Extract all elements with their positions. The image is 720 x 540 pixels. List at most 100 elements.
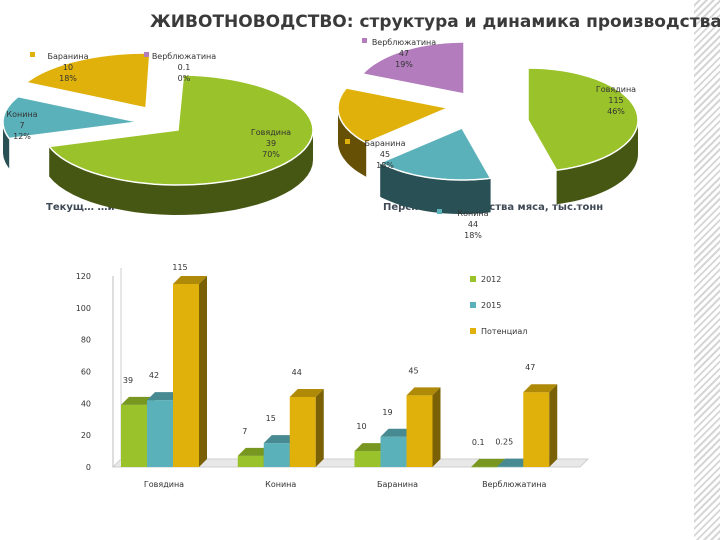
bar-value-label-2-2: 45 bbox=[408, 366, 418, 375]
bar-value-label-3-0: 0.1 bbox=[472, 438, 485, 447]
pie2-slice-3 bbox=[360, 41, 465, 95]
bar-0-0 bbox=[121, 404, 147, 467]
y-tick-label-4: 80 bbox=[81, 336, 91, 345]
bar-value-label-3-2: 47 bbox=[525, 363, 535, 372]
bar-2-2 bbox=[406, 395, 433, 467]
pie2-label-2-1: 45 bbox=[380, 150, 390, 159]
pie1-label-0-2: 70% bbox=[262, 150, 280, 159]
decorative-stripe bbox=[694, 0, 720, 540]
bar-side-1-2 bbox=[315, 388, 324, 467]
y-tick-label-6: 120 bbox=[76, 272, 91, 281]
bar-top-1-2 bbox=[289, 388, 324, 397]
bar-top-1-0 bbox=[237, 447, 272, 456]
bar-3-2 bbox=[523, 392, 550, 467]
pie1-label-2-2: 18% bbox=[59, 74, 77, 83]
pie2-label-0-0: Говядина bbox=[596, 85, 636, 94]
pie1-label-1-0: Конина bbox=[6, 110, 37, 119]
pie1-label-3-1: 0.1 bbox=[178, 63, 191, 72]
pie1-label-1-2: 12% bbox=[13, 132, 31, 141]
bar-value-label-1-1: 15 bbox=[266, 414, 276, 423]
pie2-label-swatch-1 bbox=[437, 209, 442, 214]
bar-2-0 bbox=[354, 451, 381, 467]
bar-top-3-2 bbox=[523, 384, 558, 393]
page-title: ЖИВОТНОВОДСТВО: структура и динамика про… bbox=[150, 12, 720, 32]
bar-top-0-1 bbox=[147, 392, 181, 401]
pie1-slice-2 bbox=[24, 52, 151, 109]
bar-value-label-1-0: 7 bbox=[242, 427, 247, 436]
bar-value-label-0-1: 42 bbox=[149, 371, 159, 380]
bar-top-0-0 bbox=[121, 396, 155, 405]
bar-value-label-0-0: 39 bbox=[123, 376, 133, 385]
bar-1-2 bbox=[289, 396, 316, 467]
bar-3-1 bbox=[497, 466, 524, 468]
bar-top-3-0 bbox=[471, 458, 506, 467]
pie1-slice-1 bbox=[2, 95, 139, 140]
pie2-label-1-2: 18% bbox=[464, 231, 482, 240]
pie1-label-3-0: Верблюжатина bbox=[152, 52, 216, 61]
pie2-label-1-1: 44 bbox=[468, 220, 478, 229]
pie2-label-3-2: 19% bbox=[395, 60, 413, 69]
bar-top-2-2 bbox=[406, 387, 441, 396]
legend-label-0: 2012 bbox=[481, 275, 501, 284]
pie2-side-2-0 bbox=[338, 108, 367, 177]
pie1-label-2-1: 10 bbox=[63, 63, 73, 72]
bar-side-0-2 bbox=[199, 275, 207, 467]
bar-value-label-3-1: 0.25 bbox=[495, 438, 513, 447]
x-tick-label-3: Верблюжатина bbox=[482, 480, 546, 489]
legend-label-2: Потенциал bbox=[481, 327, 527, 336]
bar-1-1 bbox=[263, 443, 290, 467]
y-tick-label-2: 40 bbox=[81, 399, 91, 408]
bar-2-1 bbox=[380, 436, 407, 467]
bar-side-2-2 bbox=[432, 387, 441, 467]
pie2-label-3-1: 47 bbox=[399, 49, 409, 58]
pie2-label-0-1: 115 bbox=[608, 96, 623, 105]
pie2-label-3-0: Верблюжатина bbox=[372, 38, 436, 47]
y-tick-label-0: 0 bbox=[86, 463, 91, 472]
bar-1-0 bbox=[237, 455, 264, 467]
pie2-label-0-2: 46% bbox=[607, 107, 625, 116]
pie1-label-3-2: 0% bbox=[178, 74, 191, 83]
pie1-label-0-1: 39 bbox=[266, 139, 276, 148]
pie2-slice-1 bbox=[378, 127, 492, 181]
legend-label-1: 2015 bbox=[481, 301, 501, 310]
bar-value-label-0-2: 115 bbox=[172, 263, 187, 272]
x-tick-label-1: Конина bbox=[265, 480, 296, 489]
bar-top-1-1 bbox=[263, 435, 298, 444]
legend-swatch-1 bbox=[470, 302, 476, 308]
legend-swatch-2 bbox=[470, 328, 476, 334]
bar-0-2 bbox=[173, 283, 199, 467]
x-tick-label-2: Баранина bbox=[377, 480, 418, 489]
bar-top-0-2 bbox=[173, 275, 207, 284]
legend-swatch-0 bbox=[470, 276, 476, 282]
pie2-label-swatch-0 bbox=[586, 85, 591, 90]
bar-value-label-1-2: 44 bbox=[292, 368, 302, 377]
pie2-slice-0 bbox=[527, 67, 639, 172]
bar-3-0 bbox=[471, 466, 498, 468]
bar-value-label-2-1: 19 bbox=[382, 408, 392, 417]
bar-top-2-0 bbox=[354, 443, 389, 452]
pie1-slice-0 bbox=[47, 74, 314, 186]
pie1-label-swatch-0 bbox=[241, 128, 246, 133]
pie1-label-swatch-3 bbox=[144, 52, 149, 57]
pie2-label-swatch-3 bbox=[362, 38, 367, 43]
pie1-slice-3 bbox=[159, 50, 167, 107]
bar-top-3-1 bbox=[497, 458, 532, 467]
pie1-label-2-0: Баранина bbox=[48, 52, 89, 61]
pie2-side-0-0 bbox=[556, 120, 638, 205]
y-tick-label-1: 20 bbox=[81, 431, 91, 440]
pie2-label-1-0: Конина bbox=[457, 209, 488, 218]
pie1-side-1-0 bbox=[3, 122, 10, 169]
y-tick-label-5: 100 bbox=[76, 304, 91, 313]
bar-side-3-2 bbox=[549, 384, 558, 467]
pie1-label-0-0: Говядина bbox=[251, 128, 291, 137]
bar-top-2-1 bbox=[380, 428, 415, 437]
pie1-side-0-0 bbox=[49, 130, 313, 215]
x-tick-label-0: Говядина bbox=[144, 480, 184, 489]
pie1-label-1-1: 7 bbox=[19, 121, 24, 130]
bar-value-label-2-0: 10 bbox=[356, 422, 366, 431]
bar-0-1 bbox=[147, 400, 173, 467]
pie1-label-swatch-2 bbox=[30, 52, 35, 57]
